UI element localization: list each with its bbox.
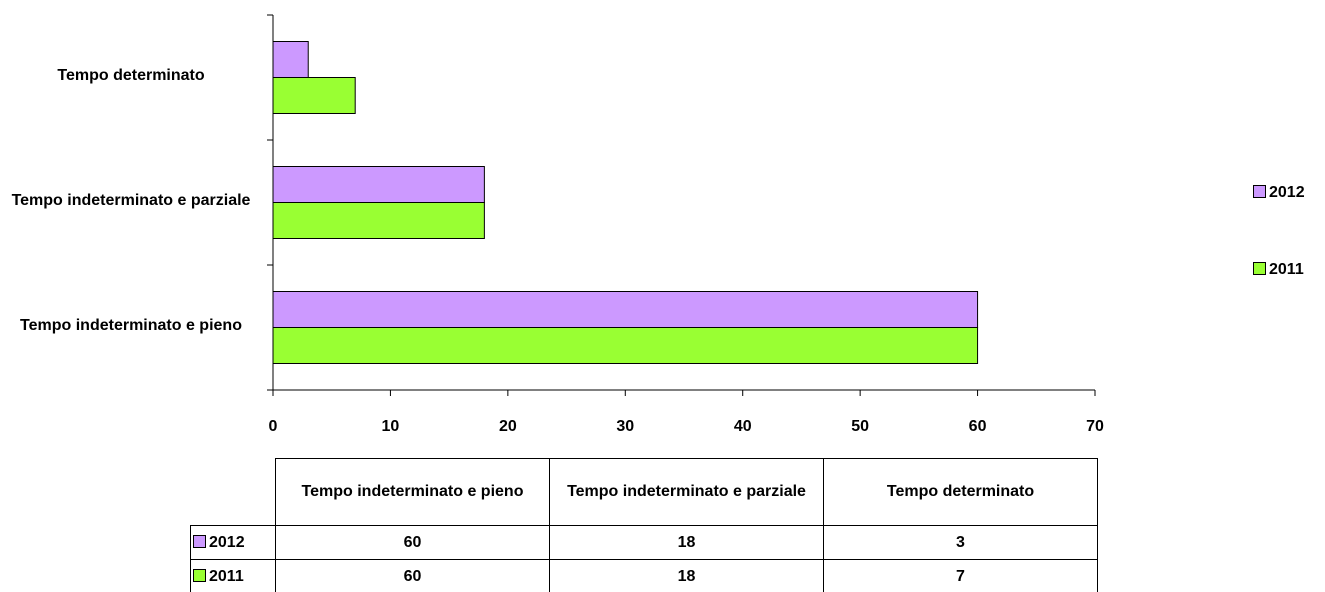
table-header: Tempo indeterminato e pieno <box>275 458 550 526</box>
x-tick-label: 10 <box>382 418 400 435</box>
table-header-row: Tempo indeterminato e pieno Tempo indeter… <box>191 458 1098 526</box>
table-value: 60 <box>275 525 550 560</box>
legend-swatch <box>1253 262 1266 275</box>
bar <box>272 202 485 239</box>
legend-swatch <box>193 534 206 548</box>
x-tick-label: 40 <box>734 418 752 435</box>
series-name: 2011 <box>209 567 244 585</box>
table-row-label: 2011 <box>190 559 276 592</box>
table-header: Tempo indeterminato e parziale <box>549 458 824 526</box>
table-row-label: 2012 <box>190 525 276 560</box>
x-tick-label: 70 <box>1086 418 1104 435</box>
category-label: Tempo determinato <box>57 66 205 84</box>
table-value: 18 <box>549 525 824 560</box>
table-value: 18 <box>549 559 824 592</box>
bar <box>272 166 485 203</box>
legend-swatch <box>193 568 206 582</box>
x-tick-label: 60 <box>969 418 987 435</box>
legend-label: 2012 <box>1269 184 1305 201</box>
x-tick-label: 30 <box>616 418 634 435</box>
x-tick-label: 20 <box>499 418 517 435</box>
category-label: Tempo indeterminato e parziale <box>11 191 251 209</box>
table-row: 2011 60 18 7 <box>190 559 1098 592</box>
table-header: Tempo determinato <box>823 458 1098 526</box>
legend-label: 2011 <box>1269 261 1304 278</box>
bar <box>272 41 309 78</box>
legend-swatch <box>1253 185 1266 198</box>
legend-item: 2011 <box>1253 261 1304 279</box>
table-value: 60 <box>275 559 550 592</box>
x-tick-label: 50 <box>851 418 869 435</box>
legend-item: 2012 <box>1253 184 1305 202</box>
table-row: 2012 60 18 3 <box>190 525 1098 560</box>
category-label: Tempo indeterminato e pieno <box>20 316 242 334</box>
table-corner <box>191 459 276 526</box>
table-value: 3 <box>823 525 1098 560</box>
bar <box>272 327 979 364</box>
x-tick-label: 0 <box>269 418 278 435</box>
bar <box>272 77 356 114</box>
table-value: 7 <box>823 559 1098 592</box>
data-table: Tempo indeterminato e pieno Tempo indeter… <box>190 458 1098 592</box>
series-name: 2012 <box>209 533 245 551</box>
bar <box>272 291 979 328</box>
